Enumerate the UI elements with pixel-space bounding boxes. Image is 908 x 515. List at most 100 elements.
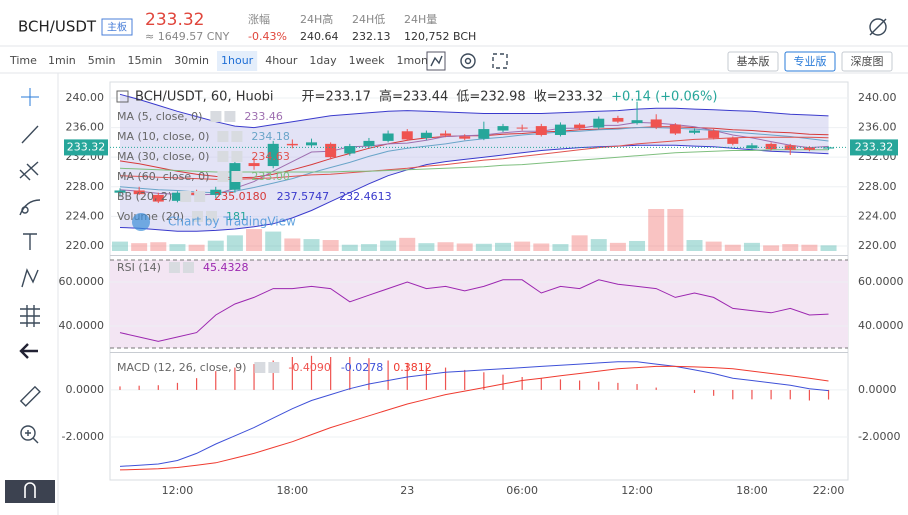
interval-button[interactable]: 1week	[349, 54, 386, 67]
candle-body	[459, 136, 471, 139]
indicator-value: 233.46	[244, 110, 283, 123]
indicator-close[interactable]	[231, 131, 243, 142]
volume-bar	[782, 244, 799, 251]
candle-body	[401, 131, 413, 140]
indicator-close[interactable]	[206, 211, 217, 222]
interval-button[interactable]: 4hour	[265, 54, 298, 67]
text-tool[interactable]	[23, 233, 37, 250]
volume-bar	[667, 209, 684, 251]
indicator-settings[interactable]	[217, 131, 229, 142]
last-price-box	[64, 139, 108, 156]
volume-bar	[341, 244, 358, 251]
interval-button[interactable]: 1hour	[221, 54, 254, 67]
indicator-settings[interactable]	[254, 362, 266, 373]
y-tick-label-left: 236.00	[66, 121, 105, 134]
legend-toggle[interactable]	[116, 90, 129, 103]
interval-button[interactable]: 15min	[128, 54, 163, 67]
eye-icon[interactable]	[869, 18, 887, 36]
indicator-close[interactable]	[231, 171, 243, 182]
last-price-label: 233.32	[855, 140, 894, 153]
x-tick-label: 12:00	[621, 484, 653, 497]
y-tick-label-left: 0.0000	[66, 383, 105, 396]
interval-button[interactable]: 1mon	[397, 54, 428, 67]
zoom-tool[interactable]	[20, 425, 39, 444]
candle-body	[650, 119, 662, 128]
view-button[interactable]	[841, 51, 893, 72]
candle-body	[363, 140, 375, 147]
watermark-logo	[132, 213, 150, 231]
stat-value: 240.64	[300, 30, 339, 43]
fib-tool[interactable]	[19, 161, 39, 181]
fullscreen-icon[interactable]	[492, 53, 508, 69]
indicator-settings[interactable]	[192, 211, 203, 222]
stat-label: 24H低	[352, 13, 385, 26]
pattern-tool[interactable]	[21, 268, 39, 288]
indicator-close[interactable]	[268, 362, 280, 373]
indicator-close[interactable]	[224, 111, 236, 122]
volume-bar	[322, 240, 339, 251]
indicator-icon[interactable]	[426, 51, 446, 71]
ohlc-legend: 高=233.44	[379, 89, 448, 105]
stat-label: 24H高	[300, 12, 333, 26]
interval-button[interactable]: 30min	[174, 54, 209, 67]
candle-body	[574, 124, 586, 129]
chart-title: BCH/USDT, 60, Huobi	[135, 90, 274, 105]
volume-bar	[514, 241, 531, 251]
y-tick-label-left: 224.00	[66, 209, 105, 222]
crosshair-tool[interactable]	[21, 88, 39, 106]
indicator-close[interactable]	[182, 262, 194, 273]
candle-body	[631, 120, 643, 124]
candle-body	[746, 145, 758, 149]
candle-body	[306, 142, 317, 146]
indicator-name: MA (5, close, 0)	[117, 110, 202, 123]
volume-bar	[648, 209, 665, 251]
x-tick-label: 12:00	[162, 484, 194, 497]
indicator-settings[interactable]	[217, 171, 229, 182]
candle-body	[554, 124, 566, 135]
candle-body	[803, 147, 815, 150]
candle-body	[248, 163, 260, 167]
candle-body	[133, 190, 145, 195]
indicator-settings[interactable]	[168, 262, 180, 273]
indicator-value: -0.0278	[341, 361, 383, 374]
signal-line	[119, 365, 829, 471]
indicator-settings[interactable]	[210, 111, 222, 122]
view-button[interactable]	[727, 51, 779, 72]
indicator-close[interactable]	[231, 151, 243, 162]
magnet-button[interactable]	[5, 480, 55, 503]
settings-icon[interactable]	[460, 53, 476, 69]
volume-bar	[112, 241, 128, 251]
view-button[interactable]	[784, 51, 836, 72]
interval-button[interactable]: 1min	[48, 54, 76, 67]
y-tick-label: 60.0000	[858, 275, 904, 288]
x-tick-label: 06:00	[506, 484, 538, 497]
candle-body	[497, 126, 509, 131]
hide-tool[interactable]	[19, 343, 38, 359]
indicator-name: MA (60, close, 0)	[117, 170, 209, 183]
measure-tool[interactable]	[20, 305, 40, 327]
candle-body	[286, 143, 298, 146]
interval-button[interactable]: 1day	[309, 54, 337, 67]
ruler-tool[interactable]	[19, 385, 41, 407]
brush-tool[interactable]	[19, 199, 41, 216]
stat-value: -0.43%	[248, 30, 287, 43]
stat-value: 120,752 BCH	[404, 30, 476, 43]
indicator-glyph	[430, 55, 443, 67]
cny: ≈ 1649.57 CNY	[145, 30, 230, 43]
candle-body	[708, 130, 720, 138]
indicator-close[interactable]	[194, 191, 206, 202]
rsi-line	[119, 279, 829, 342]
indicator-value: 233.00	[251, 170, 290, 183]
line-tool[interactable]	[21, 125, 39, 144]
interval-button[interactable]: 5min	[88, 54, 116, 67]
bb-upper	[119, 93, 829, 129]
indicator-settings[interactable]	[180, 191, 192, 202]
y-tick-label: 228.00	[858, 180, 897, 193]
volume-bar	[437, 242, 454, 251]
volume-bar	[399, 237, 416, 251]
volume-bar	[456, 243, 473, 251]
indicator-settings[interactable]	[217, 151, 229, 162]
volume-bar	[743, 242, 760, 251]
volume-bar	[590, 239, 607, 251]
tag-box	[101, 18, 133, 36]
